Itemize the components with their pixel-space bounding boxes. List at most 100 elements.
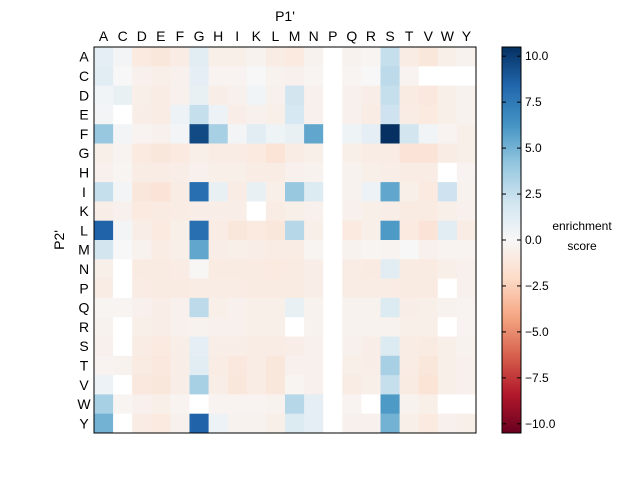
y-tick-label: T bbox=[80, 357, 89, 373]
heatmap-cell-G-K bbox=[246, 143, 267, 164]
heatmap-cell-C-E bbox=[151, 66, 171, 86]
heatmap-cell-T-R bbox=[361, 355, 381, 376]
heatmap-cell-V-P bbox=[323, 375, 343, 395]
heatmap-cell-I-T bbox=[399, 182, 420, 202]
heatmap-cell-D-P bbox=[323, 85, 343, 106]
heatmap-cell-E-I bbox=[227, 104, 248, 125]
heatmap-cell-L-S bbox=[380, 220, 400, 241]
heatmap-cell-E-H bbox=[208, 104, 229, 125]
heatmap-cell-V-R bbox=[361, 375, 381, 395]
heatmap-cell-I-D bbox=[132, 182, 152, 202]
x-tick-label: P bbox=[328, 28, 337, 44]
heatmap-cell-C-F bbox=[170, 66, 190, 86]
heatmap-cell-Q-H bbox=[208, 297, 229, 318]
heatmap-cell-S-M bbox=[285, 336, 305, 357]
heatmap-cell-M-I bbox=[227, 240, 248, 260]
heatmap-cell-Y-I bbox=[227, 413, 248, 434]
heatmap-cell-C-G bbox=[189, 66, 209, 86]
x-tick-label: T bbox=[405, 28, 414, 44]
heatmap-cell-H-S bbox=[380, 162, 400, 183]
heatmap-cell-Y-W bbox=[437, 413, 458, 434]
heatmap-cell-G-E bbox=[151, 143, 171, 164]
heatmap-cell-I-I bbox=[227, 182, 248, 202]
heatmap-cell-R-A bbox=[94, 317, 114, 337]
heatmap-cell-G-R bbox=[361, 143, 381, 164]
heatmap-cell-T-A bbox=[94, 355, 114, 376]
y-tick-label: I bbox=[82, 184, 86, 200]
y-tick-label: H bbox=[79, 164, 89, 180]
heatmap-cell-Y-P bbox=[323, 413, 343, 434]
heatmap-cell-C-Q bbox=[342, 66, 362, 86]
heatmap-cell-K-E bbox=[151, 201, 171, 222]
heatmap-cell-K-T bbox=[399, 201, 420, 222]
heatmap-cell-D-H bbox=[208, 85, 229, 106]
heatmap-cell-D-Q bbox=[342, 85, 362, 106]
heatmap-cell-T-C bbox=[113, 355, 133, 376]
heatmap-cell-V-W bbox=[437, 375, 458, 395]
heatmap-cell-C-V bbox=[418, 66, 439, 86]
heatmap-cell-L-F bbox=[170, 220, 190, 241]
heatmap-cell-D-F bbox=[170, 85, 190, 106]
heatmap-cell-Q-I bbox=[227, 297, 248, 318]
heatmap-cell-A-T bbox=[399, 47, 420, 67]
heatmap-cell-H-T bbox=[399, 162, 420, 183]
colorbar-tick-label: −5.0 bbox=[525, 325, 549, 339]
heatmap-cell-A-V bbox=[418, 47, 439, 67]
heatmap-cell-K-F bbox=[170, 201, 190, 222]
heatmap-cell-K-N bbox=[304, 201, 324, 222]
heatmap-cell-P-F bbox=[170, 278, 190, 299]
heatmap-cell-T-E bbox=[151, 355, 171, 376]
heatmap-cell-N-N bbox=[304, 259, 324, 279]
heatmap-cell-I-Y bbox=[456, 182, 477, 202]
heatmap-cell-F-F bbox=[170, 124, 190, 144]
heatmap-cell-T-Y bbox=[456, 355, 477, 376]
heatmap-cell-L-N bbox=[304, 220, 324, 241]
heatmap-cell-Q-K bbox=[246, 297, 267, 318]
heatmap-cell-V-A bbox=[94, 375, 114, 395]
heatmap-cell-V-M bbox=[285, 375, 305, 395]
heatmap-cell-A-K bbox=[246, 47, 267, 67]
heatmap-cell-Q-R bbox=[361, 297, 381, 318]
heatmap-cell-Y-Y bbox=[456, 413, 477, 434]
heatmap-cell-Y-N bbox=[304, 413, 324, 434]
heatmap-cell-I-F bbox=[170, 182, 190, 202]
heatmap-cell-I-A bbox=[94, 182, 114, 202]
y-axis-title: P2' bbox=[51, 230, 67, 250]
heatmap-cell-N-V bbox=[418, 259, 439, 279]
heatmap-cell-C-I bbox=[227, 66, 248, 86]
heatmap-cell-M-E bbox=[151, 240, 171, 260]
heatmap-cell-W-N bbox=[304, 394, 324, 415]
heatmap-cell-F-C bbox=[113, 124, 133, 144]
heatmap-cell-H-Y bbox=[456, 162, 477, 183]
y-tick-label: Q bbox=[79, 300, 90, 316]
x-tick-label: I bbox=[235, 28, 239, 44]
heatmap-cell-S-H bbox=[208, 336, 229, 357]
y-tick-label: V bbox=[79, 377, 89, 393]
heatmap-cell-Q-P bbox=[323, 297, 343, 318]
heatmap-cell-S-C bbox=[113, 336, 133, 357]
heatmap-cell-W-Y bbox=[456, 394, 477, 415]
heatmap-cell-C-P bbox=[323, 66, 343, 86]
x-tick-label: D bbox=[137, 28, 147, 44]
heatmap-cell-C-M bbox=[285, 66, 305, 86]
heatmap-cell-W-T bbox=[399, 394, 420, 415]
heatmap-cell-I-G bbox=[189, 182, 209, 202]
heatmap-cell-G-C bbox=[113, 143, 133, 164]
heatmap-cell-N-R bbox=[361, 259, 381, 279]
colorbar-tick-label: 7.5 bbox=[525, 95, 542, 109]
heatmap-cell-M-S bbox=[380, 240, 400, 260]
heatmap-cell-G-N bbox=[304, 143, 324, 164]
heatmap-cell-M-F bbox=[170, 240, 190, 260]
heatmap-cell-S-Q bbox=[342, 336, 362, 357]
heatmap-cell-P-G bbox=[189, 278, 209, 299]
heatmap-cell-G-M bbox=[285, 143, 305, 164]
heatmap-cell-H-E bbox=[151, 162, 171, 183]
heatmap-cell-P-D bbox=[132, 278, 152, 299]
heatmap-cell-F-K bbox=[246, 124, 267, 144]
heatmap-cell-D-R bbox=[361, 85, 381, 106]
heatmap-cell-K-G bbox=[189, 201, 209, 222]
heatmap-cell-T-T bbox=[399, 355, 420, 376]
heatmap-cell-T-S bbox=[380, 355, 400, 376]
y-tick-label: E bbox=[79, 107, 88, 123]
heatmap-cell-H-Q bbox=[342, 162, 362, 183]
